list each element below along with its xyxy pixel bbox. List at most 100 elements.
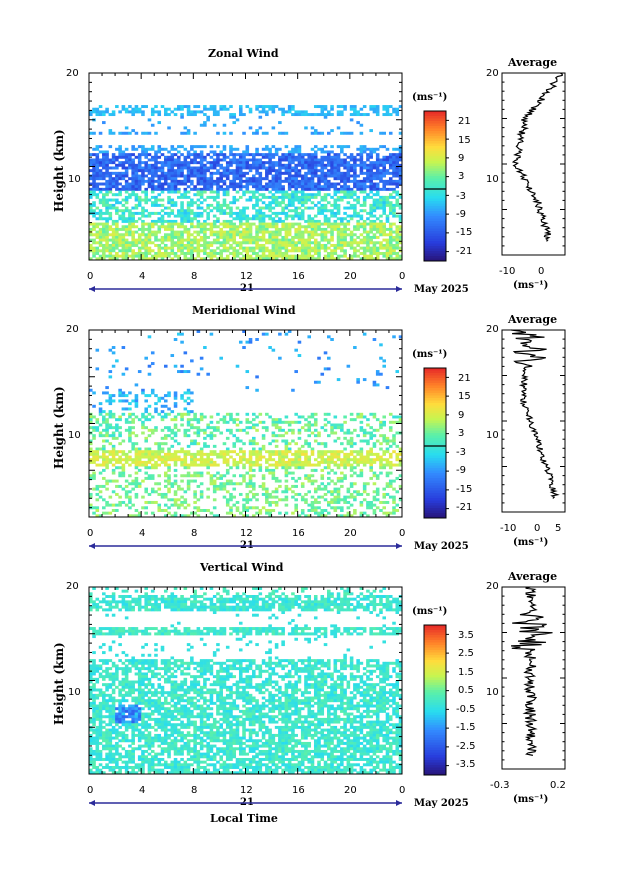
heatmap-cell	[95, 241, 100, 245]
heatmap-cell	[294, 466, 298, 470]
heatmap-cell	[379, 206, 383, 210]
heatmap-cell	[108, 182, 113, 186]
heatmap-cell	[160, 225, 165, 229]
heatmap-cell	[294, 249, 298, 253]
heatmap-cell	[291, 203, 295, 207]
heatmap-cell	[300, 484, 305, 488]
heatmap-cell	[258, 227, 263, 231]
heatmap-cell	[313, 238, 318, 242]
heatmap-cell	[385, 147, 390, 151]
colorbar-tick-label: -9	[456, 465, 466, 476]
heatmap-cell	[300, 155, 305, 159]
heatmap-cell	[375, 185, 380, 189]
heatmap-cell	[150, 166, 155, 170]
heatmap-cell	[294, 479, 298, 483]
heatmap-cell	[95, 452, 100, 456]
heatmap-cell	[193, 150, 197, 154]
heatmap-cell	[199, 153, 204, 157]
heatmap-cell	[154, 169, 158, 173]
heatmap-cell	[212, 460, 217, 464]
heatmap-cell	[398, 257, 403, 261]
heatmap-cell	[245, 238, 250, 242]
heatmap-cell	[212, 150, 217, 154]
heatmap-cell	[154, 233, 158, 237]
heatmap-cell	[327, 225, 331, 229]
heatmap-cell	[284, 166, 289, 170]
heatmap-cell	[150, 254, 155, 258]
heatmap-cell	[199, 222, 204, 226]
heatmap-cell	[111, 412, 116, 416]
heatmap-cell	[261, 193, 266, 197]
heatmap-cell	[323, 418, 328, 422]
heatmap-cell	[385, 474, 390, 478]
heatmap-cell	[369, 251, 373, 255]
heatmap-cell	[137, 460, 142, 464]
heatmap-cell	[336, 222, 341, 226]
heatmap-cell	[317, 251, 321, 255]
colorbar-band	[424, 168, 446, 172]
heatmap-cell	[333, 498, 338, 502]
heatmap-cell	[238, 187, 243, 191]
heatmap-cell	[356, 452, 360, 456]
heatmap-cell	[333, 251, 338, 255]
heatmap-cell	[281, 166, 285, 170]
heatmap-cell	[137, 468, 142, 472]
heatmap-cell	[170, 145, 175, 149]
heatmap-cell	[274, 187, 279, 191]
heatmap-cell	[398, 177, 403, 181]
heatmap-cell	[95, 182, 100, 186]
heatmap-cell	[115, 211, 119, 215]
heatmap-cell	[287, 257, 292, 261]
heatmap-cell	[193, 153, 197, 157]
heatmap-cell	[313, 203, 318, 207]
heatmap-cell	[372, 219, 377, 223]
heatmap-cell	[115, 201, 119, 205]
heatmap-cell	[225, 161, 230, 165]
heatmap-cell	[291, 463, 295, 467]
heatmap-cell	[111, 431, 116, 435]
heatmap-cell	[300, 238, 305, 242]
heatmap-cell	[258, 153, 263, 157]
heatmap-cell	[255, 195, 259, 199]
heatmap-cell	[196, 171, 201, 175]
heatmap-cell	[98, 177, 103, 181]
heatmap-cell	[137, 198, 142, 202]
heatmap-cell	[278, 201, 282, 205]
heatmap-cell	[225, 171, 230, 175]
heatmap-cell	[154, 235, 158, 239]
heatmap-cell	[356, 380, 360, 384]
heatmap-cell	[333, 153, 338, 157]
heatmap-cell	[206, 463, 210, 467]
heatmap-cell	[385, 195, 390, 199]
y-tick-label: 20	[66, 581, 79, 592]
heatmap-cell	[131, 158, 135, 162]
heatmap-cell	[284, 227, 289, 231]
heatmap-cell	[196, 203, 201, 207]
heatmap-cell	[232, 450, 237, 454]
heatmap-cell	[222, 257, 227, 261]
heatmap-cell	[108, 254, 113, 258]
heatmap-cell	[154, 238, 158, 242]
heatmap-cell	[128, 177, 132, 181]
heatmap-cell	[356, 219, 360, 223]
heatmap-cell	[170, 452, 175, 456]
heatmap-cell	[222, 187, 227, 191]
heatmap-cell	[177, 222, 181, 226]
heatmap-cell	[141, 150, 145, 154]
heatmap-cell	[248, 455, 253, 459]
heatmap-cell	[242, 171, 246, 175]
heatmap-cell	[141, 219, 145, 223]
heatmap-cell	[186, 503, 191, 507]
heatmap-cell	[349, 482, 354, 486]
heatmap-cell	[245, 460, 250, 464]
heatmap-cell	[121, 450, 126, 454]
heatmap-cell	[229, 246, 233, 250]
heatmap-cell	[105, 428, 109, 432]
heatmap-cell	[144, 155, 148, 159]
heatmap-cell	[118, 500, 122, 504]
heatmap-cell	[131, 219, 135, 223]
heatmap-cell	[362, 190, 367, 194]
heatmap-cell	[222, 211, 227, 215]
heatmap-cell	[330, 498, 334, 502]
heatmap-cell	[258, 217, 263, 221]
